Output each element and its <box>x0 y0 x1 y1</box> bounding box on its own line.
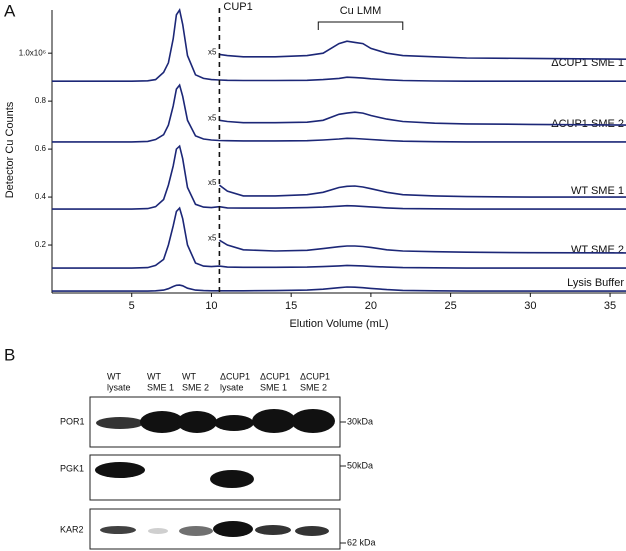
series-line <box>218 239 626 254</box>
annotation: CUP1 <box>223 1 252 13</box>
scale-label: x5 <box>208 113 217 122</box>
series-label: WT SME 1 <box>571 185 624 197</box>
y-tick-label: 1.0x10⁶ <box>19 48 46 57</box>
lane-label: SME 2 <box>300 382 327 392</box>
protein-label: PGK1 <box>60 463 84 473</box>
band <box>210 470 254 488</box>
band <box>179 526 213 536</box>
blot-markers <box>340 421 346 544</box>
lane-label: ΔCUP1 <box>260 371 290 381</box>
lane-label: WT <box>147 371 161 381</box>
x-axis-label: Elution Volume (mL) <box>289 318 388 330</box>
series-line <box>52 7 626 82</box>
panel-label: A <box>4 1 16 20</box>
band <box>96 417 144 429</box>
lane-label: SME 2 <box>182 382 209 392</box>
series-line <box>219 111 626 126</box>
series-line <box>219 40 626 60</box>
band <box>140 411 184 433</box>
panel-label: B <box>4 345 15 364</box>
series-label: WT SME 2 <box>571 244 624 256</box>
series-line <box>218 184 626 198</box>
lane-label: SME 1 <box>147 382 174 392</box>
y-tick-label: 0.2 <box>35 240 47 249</box>
lane-label: ΔCUP1 <box>300 371 330 381</box>
lane-label: ΔCUP1 <box>220 371 250 381</box>
x-tick-label: 35 <box>604 300 616 312</box>
series-line <box>52 206 626 269</box>
protein-label: KAR2 <box>60 524 84 534</box>
marker-label: 30kDa <box>347 416 373 426</box>
lane-label: lysate <box>107 382 131 392</box>
series-label: Lysis Buffer <box>567 277 624 289</box>
marker-label: 50kDa <box>347 460 373 470</box>
scale-label: x5 <box>208 233 217 242</box>
band <box>148 528 168 534</box>
band <box>291 409 335 433</box>
series-line <box>52 144 626 210</box>
y-tick-label: 0.8 <box>35 96 47 105</box>
bracket <box>317 21 404 30</box>
lane-label: lysate <box>220 382 244 392</box>
x-tick-label: 20 <box>365 300 377 312</box>
scale-label: x5 <box>208 178 217 187</box>
band <box>213 521 253 537</box>
x-tick-label: 5 <box>129 300 135 312</box>
band <box>295 526 329 536</box>
y-tick-label: 0.6 <box>35 144 47 153</box>
y-axis-label: Detector Cu Counts <box>4 101 16 198</box>
x-tick-label: 25 <box>444 300 456 312</box>
marker-label: 62 kDa <box>347 537 376 547</box>
band <box>214 415 254 431</box>
series-label: ΔCUP1 SME 2 <box>551 118 624 130</box>
x-tick-label: 30 <box>524 300 536 312</box>
band <box>177 411 217 433</box>
annotation: Cu LMM <box>340 5 382 17</box>
bands <box>95 409 335 537</box>
series-label: ΔCUP1 SME 1 <box>551 57 624 69</box>
band <box>95 462 145 478</box>
x-tick-label: 10 <box>205 300 217 312</box>
series-line <box>52 284 626 292</box>
blot <box>89 396 346 550</box>
lane-label: SME 1 <box>260 382 287 392</box>
protein-label: POR1 <box>60 416 85 426</box>
scale-label: x5 <box>208 47 217 56</box>
series-line <box>52 83 626 143</box>
band <box>255 525 291 535</box>
band <box>100 526 136 534</box>
lane-label: WT <box>107 371 121 381</box>
lane-label: WT <box>182 371 196 381</box>
band <box>252 409 296 433</box>
y-tick-label: 0.4 <box>35 192 47 201</box>
x-tick-label: 15 <box>285 300 297 312</box>
